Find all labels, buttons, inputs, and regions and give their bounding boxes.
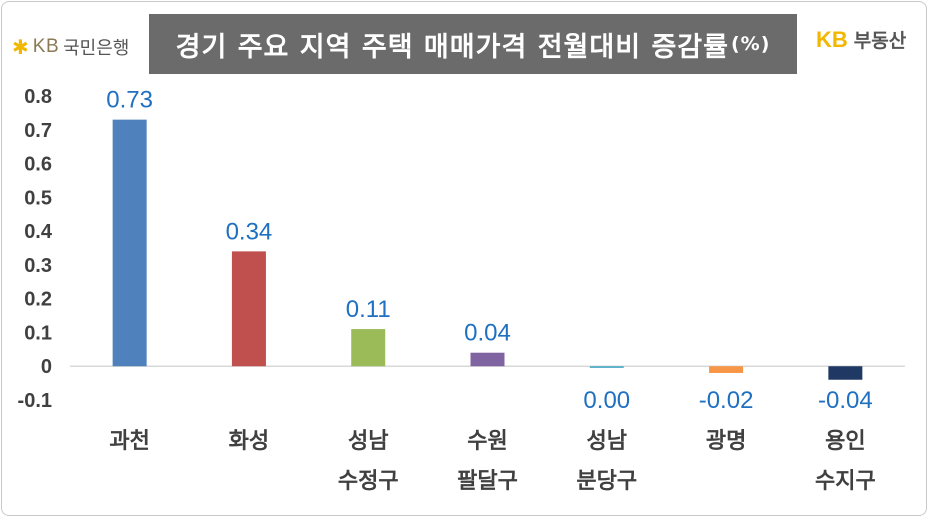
category-label: 화성 [229,429,269,454]
y-tick-label: 0.1 [24,322,52,344]
y-tick-label: 0.7 [24,120,52,142]
kb-mark-right: KB [816,26,848,52]
data-labels: 0.73 0.34 0.11 0.04 0.00 -0.02 -0.04 [106,87,872,415]
chart-title: 경기 주요 지역 주택 매매가격 전월대비 증감률 (%) [149,14,797,74]
category-label: 팔달구 [457,469,518,494]
category-label: 광명 [706,429,746,454]
category-label: 성남 [348,429,388,454]
data-label: 0.34 [226,218,273,245]
kb-mark: KB [32,36,60,57]
bar-3 [351,329,386,367]
kb-real-estate-logo: KB 부동산 [816,26,906,53]
data-label: -0.02 [699,387,754,414]
kb-real-estate-name: 부동산 [853,30,907,52]
y-tick-label: 0.6 [24,154,52,176]
chart-title-unit: (%) [730,33,771,55]
kookmin-bank-logo: ✱ KB 국민은행 [12,34,129,60]
y-tick-label: 0.5 [24,187,52,209]
bar-6 [709,366,744,373]
y-tick-label: 0.4 [24,221,53,243]
category-label: 수지구 [815,469,876,494]
data-label: 0.04 [464,320,511,347]
category-label: 분당구 [576,469,637,494]
y-tick-label: 0.8 [24,86,52,108]
category-label: 수정구 [338,469,399,494]
category-label: 용인 [825,429,865,454]
bar-5 [589,366,624,368]
category-label: 수원 [467,429,507,454]
data-label: 0.11 [346,296,391,323]
y-tick-label: 0.2 [24,289,52,311]
bar-1 [112,119,147,367]
kb-star-icon: ✱ [12,35,29,59]
y-tick-label: -0.1 [18,390,52,412]
y-tick-label: 0 [41,356,52,378]
data-label: 0.73 [106,87,153,114]
data-label: -0.04 [818,387,873,414]
chart-title-text: 경기 주요 지역 주택 매매가격 전월대비 증감률 [175,31,729,63]
bars [112,119,863,380]
bank-name: 국민은행 [63,38,130,59]
bar-4 [470,352,505,367]
bar-2 [231,251,266,367]
bar-7 [828,366,863,380]
category-label: 과천 [109,429,149,454]
data-label: 0.00 [583,387,630,414]
category-label: 성남 [587,429,627,454]
y-axis-ticks: 0.8 0.7 0.6 0.5 0.4 0.3 0.2 0.1 0 -0.1 [18,86,53,412]
y-tick-label: 0.3 [24,255,52,277]
